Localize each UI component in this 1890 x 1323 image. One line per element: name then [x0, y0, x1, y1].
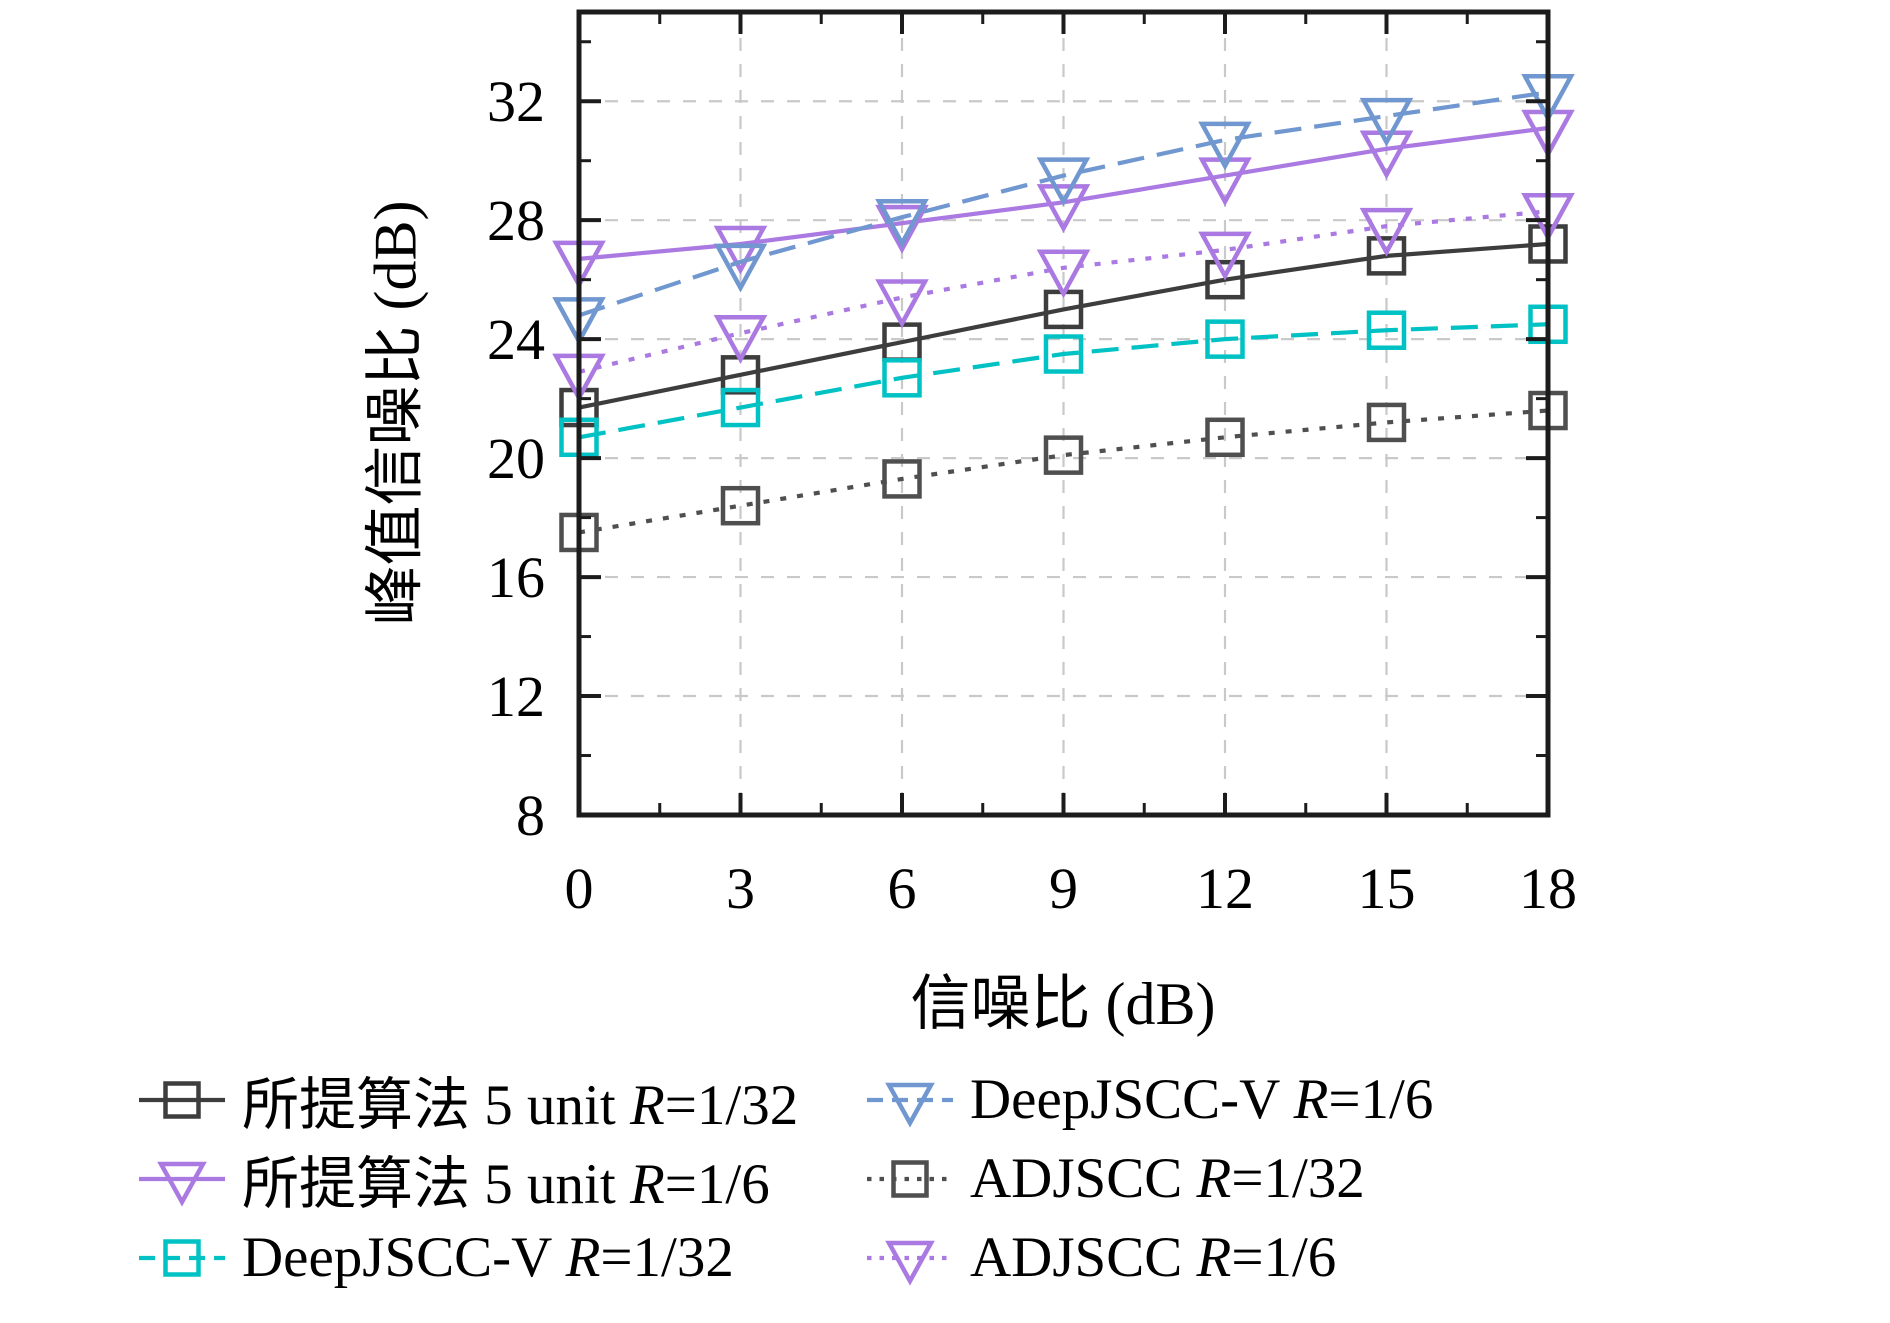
x-tick-label: 9 [1049, 856, 1078, 921]
y-tick-label: 32 [487, 69, 545, 134]
legend-label: DeepJSCC-V R=1/6 [970, 1068, 1434, 1131]
square-marker-icon [1205, 259, 1245, 300]
y-tick-label: 28 [487, 188, 545, 253]
y-tick-label: 12 [487, 664, 545, 729]
square-legend-marker-icon [139, 1080, 225, 1119]
legend-item-deepjsccv-r16: DeepJSCC-V R=1/6 [864, 1060, 1433, 1139]
triangle-down-marker-icon [713, 243, 768, 293]
legend-item-proposed-r16: 所提算法 5 unit R=1/6 [136, 1139, 798, 1218]
square-marker-icon [1043, 334, 1084, 374]
y-tick-label: 24 [487, 307, 545, 372]
triangle-down-marker-icon [1036, 157, 1091, 207]
series-adjscc-r132 [559, 390, 1568, 553]
gridlines [579, 12, 1548, 815]
square-legend-marker-icon [139, 1238, 225, 1277]
x-tick-label: 3 [726, 856, 755, 921]
square-marker-icon [720, 387, 761, 428]
y-axis-title: 峰值信噪比 (dB) [362, 200, 429, 626]
triangle-down-marker-icon [1359, 130, 1414, 180]
triangle-down-marker-icon [1359, 207, 1414, 257]
legend-label: DeepJSCC-V R=1/32 [242, 1226, 734, 1289]
triangle-down-marker-icon [1198, 231, 1252, 281]
triangle-down-legend-marker-icon [867, 1240, 953, 1286]
legend-label: ADJSCC R=1/6 [970, 1226, 1337, 1289]
y-tick-label: 20 [487, 426, 545, 491]
legend-item-deepjsccv-r132: DeepJSCC-V R=1/32 [136, 1218, 798, 1297]
square-marker-icon [1366, 236, 1407, 276]
triangle-down-marker-icon [1036, 249, 1091, 299]
triangle-down-legend-marker-icon [867, 1082, 953, 1128]
series-deepjsccv-r132 [559, 304, 1568, 458]
y-tick-label: 8 [516, 783, 545, 848]
square-marker-icon [720, 485, 761, 526]
triangle-down-marker-icon [875, 204, 929, 254]
triangle-down-marker-icon [875, 198, 929, 248]
legend-label: 所提算法 5 unit R=1/32 [242, 1073, 799, 1137]
axis-ticks [577, 12, 1550, 817]
x-tick-label: 0 [565, 856, 594, 921]
x-tick-label: 6 [888, 856, 917, 921]
x-tick-label: 15 [1358, 856, 1416, 921]
triangle-down-marker-icon [713, 314, 768, 364]
triangle-down-marker-icon [1359, 97, 1414, 147]
triangle-down-marker-icon [713, 225, 768, 275]
triangle-down-marker-icon [1198, 157, 1252, 207]
legend-column-right: DeepJSCC-V R=1/6 ADJSCC R=1/32 ADJSCC R=1/… [864, 1060, 1433, 1297]
chart-canvas: 0 3 6 9 12 15 18 8 12 16 20 24 28 32 [487, 9, 1577, 921]
square-marker-icon [1205, 417, 1245, 458]
square-marker-icon [1366, 402, 1407, 443]
square-marker-icon [1043, 435, 1084, 475]
legend-label: 所提算法 5 unit R=1/6 [242, 1152, 770, 1216]
square-marker-icon [882, 358, 922, 398]
legend-item-proposed-r132: 所提算法 5 unit R=1/32 [136, 1060, 798, 1139]
x-axis-title: 信噪比 (dB) [910, 971, 1216, 1037]
y-tick-label: 16 [487, 545, 545, 610]
x-tick-label: 12 [1196, 856, 1254, 921]
square-marker-icon [1205, 319, 1245, 359]
tick-labels: 0 3 6 9 12 15 18 8 12 16 20 24 28 32 [487, 69, 1577, 921]
legend-label: ADJSCC R=1/32 [970, 1147, 1365, 1210]
legend-column-left: 所提算法 5 unit R=1/32 所提算法 5 unit R=1/6 DeepJ… [136, 1060, 798, 1297]
square-marker-icon [1366, 310, 1407, 350]
series-deepjsccv-r16 [552, 74, 1575, 347]
legend-item-adjscc-r132: ADJSCC R=1/32 [864, 1139, 1433, 1218]
legend-item-adjscc-r16: ADJSCC R=1/6 [864, 1218, 1433, 1297]
triangle-down-legend-marker-icon [139, 1161, 225, 1207]
triangle-down-marker-icon [1036, 184, 1091, 234]
square-marker-icon [882, 459, 922, 499]
x-tick-label: 18 [1519, 856, 1577, 921]
triangle-down-marker-icon [1198, 121, 1252, 171]
triangle-down-marker-icon [875, 279, 929, 329]
square-legend-marker-icon [867, 1159, 953, 1198]
